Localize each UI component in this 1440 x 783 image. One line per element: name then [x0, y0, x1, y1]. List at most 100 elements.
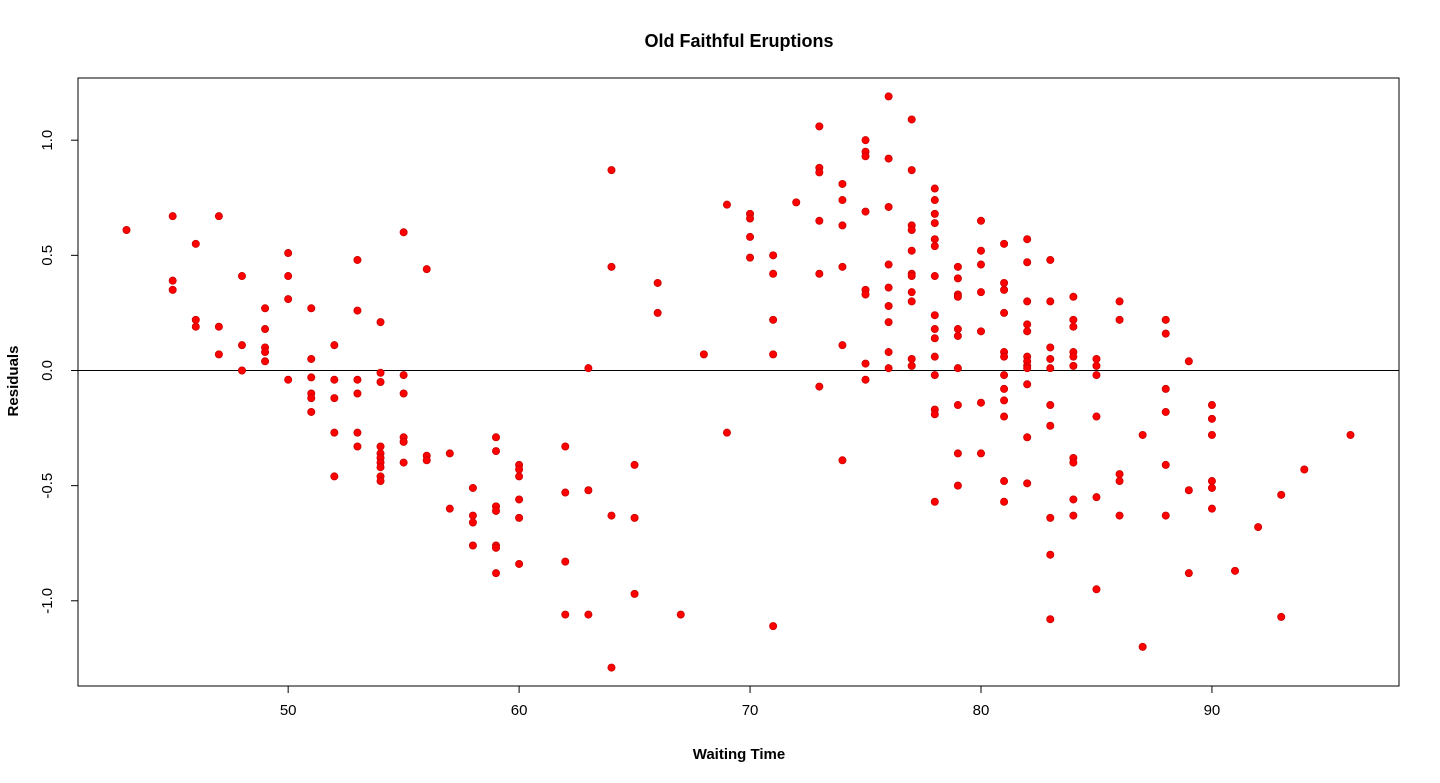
plot-area: [78, 92, 1399, 672]
data-point: [284, 375, 293, 384]
data-point: [630, 513, 639, 522]
data-point: [468, 518, 477, 527]
x-tick-label: 70: [742, 702, 759, 719]
data-point: [561, 610, 570, 619]
data-point: [168, 285, 177, 294]
data-point: [769, 269, 778, 278]
data-point: [838, 262, 847, 271]
data-point: [1207, 504, 1216, 513]
data-point: [214, 212, 223, 221]
data-point: [353, 389, 362, 398]
data-point: [399, 371, 408, 380]
data-point: [769, 315, 778, 324]
data-point: [237, 272, 246, 281]
data-point: [884, 283, 893, 292]
data-point: [1023, 380, 1032, 389]
data-point: [191, 239, 200, 248]
data-point: [907, 354, 916, 363]
data-point: [330, 341, 339, 350]
data-point: [953, 401, 962, 410]
data-point: [1069, 292, 1078, 301]
data-point: [584, 364, 593, 373]
x-tick-label: 80: [973, 702, 990, 719]
data-point: [1254, 523, 1263, 532]
x-tick-label: 50: [280, 702, 297, 719]
data-point: [653, 278, 662, 287]
y-tick-label: 1.0: [39, 130, 56, 151]
data-point: [699, 350, 708, 359]
data-point: [1161, 315, 1170, 324]
chart-title: Old Faithful Eruptions: [645, 31, 834, 51]
data-point: [399, 389, 408, 398]
data-point: [746, 232, 755, 241]
data-point: [1023, 364, 1032, 373]
data-point: [607, 511, 616, 520]
data-point: [1207, 414, 1216, 423]
plot-frame: [77, 77, 1400, 687]
data-point: [307, 407, 316, 416]
data-point: [815, 216, 824, 225]
data-point: [1138, 430, 1147, 439]
data-point: [1000, 384, 1009, 393]
data-point: [1138, 642, 1147, 651]
data-point: [515, 513, 524, 522]
data-point: [1277, 612, 1286, 621]
data-point: [930, 371, 939, 380]
data-point: [884, 318, 893, 327]
data-point: [307, 304, 316, 313]
data-point: [445, 449, 454, 458]
data-point: [1161, 460, 1170, 469]
data-point: [1069, 352, 1078, 361]
data-point: [884, 260, 893, 269]
data-point: [1000, 412, 1009, 421]
data-point: [976, 260, 985, 269]
data-point: [1000, 278, 1009, 287]
data-point: [930, 184, 939, 193]
data-point: [1300, 465, 1309, 474]
data-point: [1161, 511, 1170, 520]
data-point: [769, 622, 778, 631]
data-point: [307, 394, 316, 403]
data-point: [1000, 352, 1009, 361]
data-point: [907, 272, 916, 281]
data-point: [1115, 315, 1124, 324]
data-point: [422, 265, 431, 274]
data-point: [561, 557, 570, 566]
y-tick-label: 0.0: [39, 360, 56, 381]
data-point: [930, 410, 939, 419]
data-point: [1346, 430, 1355, 439]
data-point: [953, 325, 962, 334]
data-point: [907, 288, 916, 297]
data-point: [353, 306, 362, 315]
data-point: [907, 361, 916, 370]
data-point: [1023, 327, 1032, 336]
data-point: [907, 115, 916, 124]
data-point: [515, 465, 524, 474]
x-tick-label: 90: [1204, 702, 1221, 719]
data-point: [1277, 490, 1286, 499]
data-point: [376, 463, 385, 472]
data-point: [1023, 297, 1032, 306]
data-point: [884, 301, 893, 310]
data-point: [976, 398, 985, 407]
data-point: [1023, 433, 1032, 442]
data-point: [307, 354, 316, 363]
data-point: [930, 497, 939, 506]
data-point: [1115, 297, 1124, 306]
data-point: [953, 274, 962, 283]
data-point: [1000, 239, 1009, 248]
data-point: [492, 447, 501, 456]
data-point: [884, 364, 893, 373]
data-point: [976, 449, 985, 458]
data-point: [399, 228, 408, 237]
data-point: [584, 486, 593, 495]
data-point: [237, 341, 246, 350]
data-point: [838, 221, 847, 230]
data-point: [399, 458, 408, 467]
data-point: [1184, 486, 1193, 495]
data-point: [191, 322, 200, 331]
data-point: [907, 166, 916, 175]
data-point: [930, 209, 939, 218]
data-point: [1069, 458, 1078, 467]
